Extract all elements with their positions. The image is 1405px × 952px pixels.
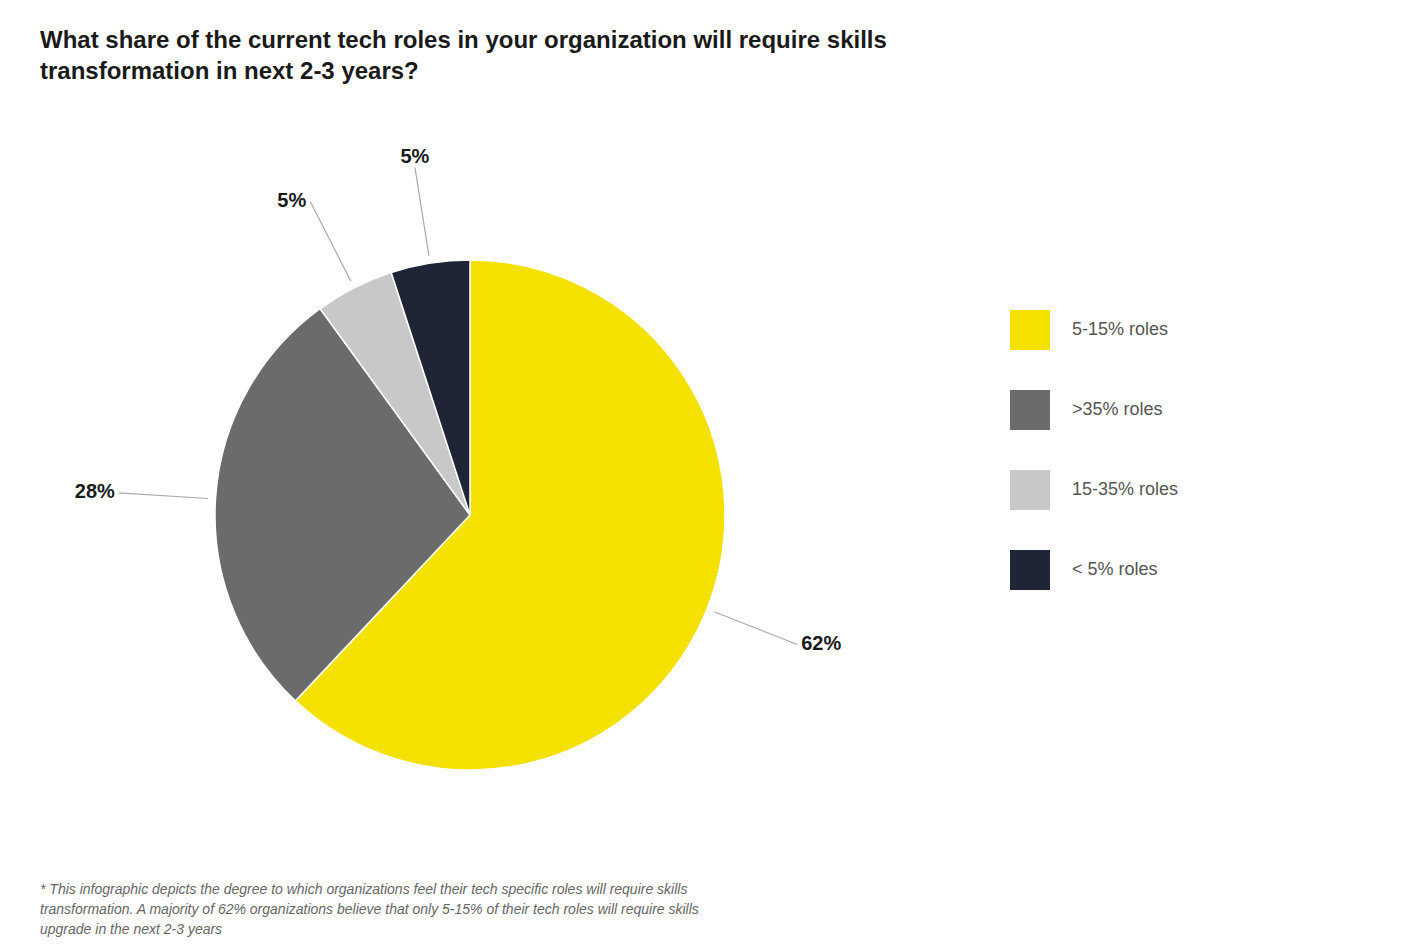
footnote: * This infographic depicts the degree to… — [40, 881, 699, 937]
legend-swatch — [1010, 390, 1050, 430]
data-label: 5% — [400, 145, 429, 167]
chart: What share of the current tech roles in … — [0, 0, 1405, 952]
pie: 62% 28% 5% 5% — [75, 145, 842, 770]
legend-swatch — [1010, 550, 1050, 590]
leader-line — [310, 201, 351, 281]
legend-label: 15-35% roles — [1072, 479, 1178, 499]
legend-label: < 5% roles — [1072, 559, 1158, 579]
leader-line — [415, 167, 429, 255]
legend-swatch — [1010, 470, 1050, 510]
leader-line — [714, 612, 797, 645]
leader-line — [119, 493, 208, 499]
data-label: 62% — [801, 632, 841, 654]
legend-label: 5-15% roles — [1072, 319, 1168, 339]
data-label: 28% — [75, 480, 115, 502]
data-label: 5% — [277, 189, 306, 211]
title: What share of the current tech roles in … — [40, 26, 887, 84]
legend-label: >35% roles — [1072, 399, 1163, 419]
slice — [391, 260, 470, 515]
legend: 5-15% roles >35% roles 15-35% roles < 5% ro… — [1010, 310, 1178, 590]
legend-swatch — [1010, 310, 1050, 350]
